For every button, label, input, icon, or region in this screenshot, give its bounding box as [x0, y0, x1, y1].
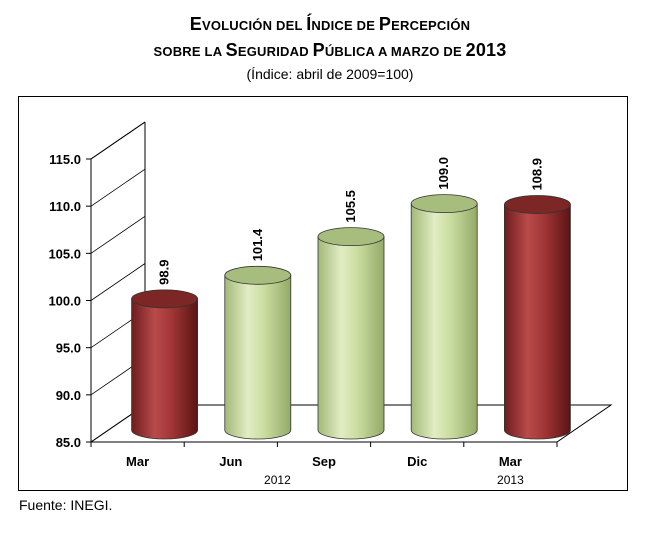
y-depth-line [90, 121, 146, 160]
y-depth-line [90, 263, 146, 301]
bar-top [224, 265, 292, 285]
bar-body [410, 203, 478, 440]
chart-frame: 85.0 90.0 95.0 100.0 105.0 110.0 115.0 Mar Jun Se… [18, 96, 628, 491]
bar-3 [410, 194, 478, 440]
data-label: 105.5 [343, 190, 358, 223]
data-label: 108.9 [529, 158, 544, 191]
data-label: 98.9 [157, 260, 172, 285]
bar-1 [224, 265, 292, 440]
title-fragment: VOLUCIÓN DEL [201, 18, 307, 33]
bar-top [504, 195, 571, 214]
data-label: 101.4 [250, 228, 265, 261]
title-fragment: E [189, 14, 202, 34]
x-tick-label: Dic [407, 454, 427, 469]
source-note: Fuente: INEGI. [19, 497, 113, 513]
title-fragment: P [378, 14, 392, 34]
y-tick-label: 110.0 [49, 199, 81, 214]
chart-title-line-1: EVOLUCIÓN DEL ÍNDICE DE PERCEPCIÓN [0, 14, 660, 35]
x-tick-label: Sep [312, 454, 336, 469]
title-fragment: P [312, 40, 325, 60]
chart-subtitle: (Índice: abril de 2009=100) [246, 66, 414, 82]
y-tick-label: 90.0 [56, 388, 81, 403]
title-fragment: EGURIDAD [237, 44, 313, 59]
title-fragment: Í [306, 14, 312, 34]
title-fragment: 2013 [465, 40, 507, 60]
bar-4 [504, 195, 571, 440]
bar-body [131, 298, 198, 440]
y-tick-label: 95.0 [56, 341, 81, 356]
y-tick-label: 105.0 [48, 246, 81, 261]
x-tick-label: Mar [126, 454, 149, 469]
chart-title-line-2: SOBRE LA SEGURIDAD PÚBLICA A MARZO DE 20… [0, 40, 660, 61]
y-depth-line [90, 216, 146, 254]
title-fragment: NDICE DE [311, 18, 379, 33]
bar-0 [131, 289, 199, 440]
bar-top [317, 227, 385, 247]
bar-2 [317, 227, 385, 440]
bar-body [504, 204, 571, 440]
title-fragment: SOBRE LA [153, 44, 226, 59]
bar-top [410, 194, 478, 213]
y-tick-label: 85.0 [56, 435, 81, 450]
title-fragment: ÚBLICA A MARZO DE [324, 44, 466, 59]
y-tick-label: 100.0 [48, 294, 81, 309]
bar-top [131, 289, 199, 309]
year-label: 2013 [497, 473, 524, 487]
x-tick-label: Mar [499, 454, 522, 469]
bar-body [317, 236, 385, 440]
y-depth-line [90, 168, 146, 207]
title-fragment: ERCEPCIÓN [391, 18, 471, 33]
bar-body [224, 274, 292, 440]
title-fragment: S [225, 40, 238, 60]
year-label: 2012 [264, 473, 291, 487]
x-tick-label: Jun [219, 454, 242, 469]
y-tick-label: 115.0 [49, 152, 81, 167]
data-label: 109.0 [436, 157, 451, 190]
chart-plot: 85.0 90.0 95.0 100.0 105.0 110.0 115.0 Mar Jun Se… [48, 121, 613, 487]
